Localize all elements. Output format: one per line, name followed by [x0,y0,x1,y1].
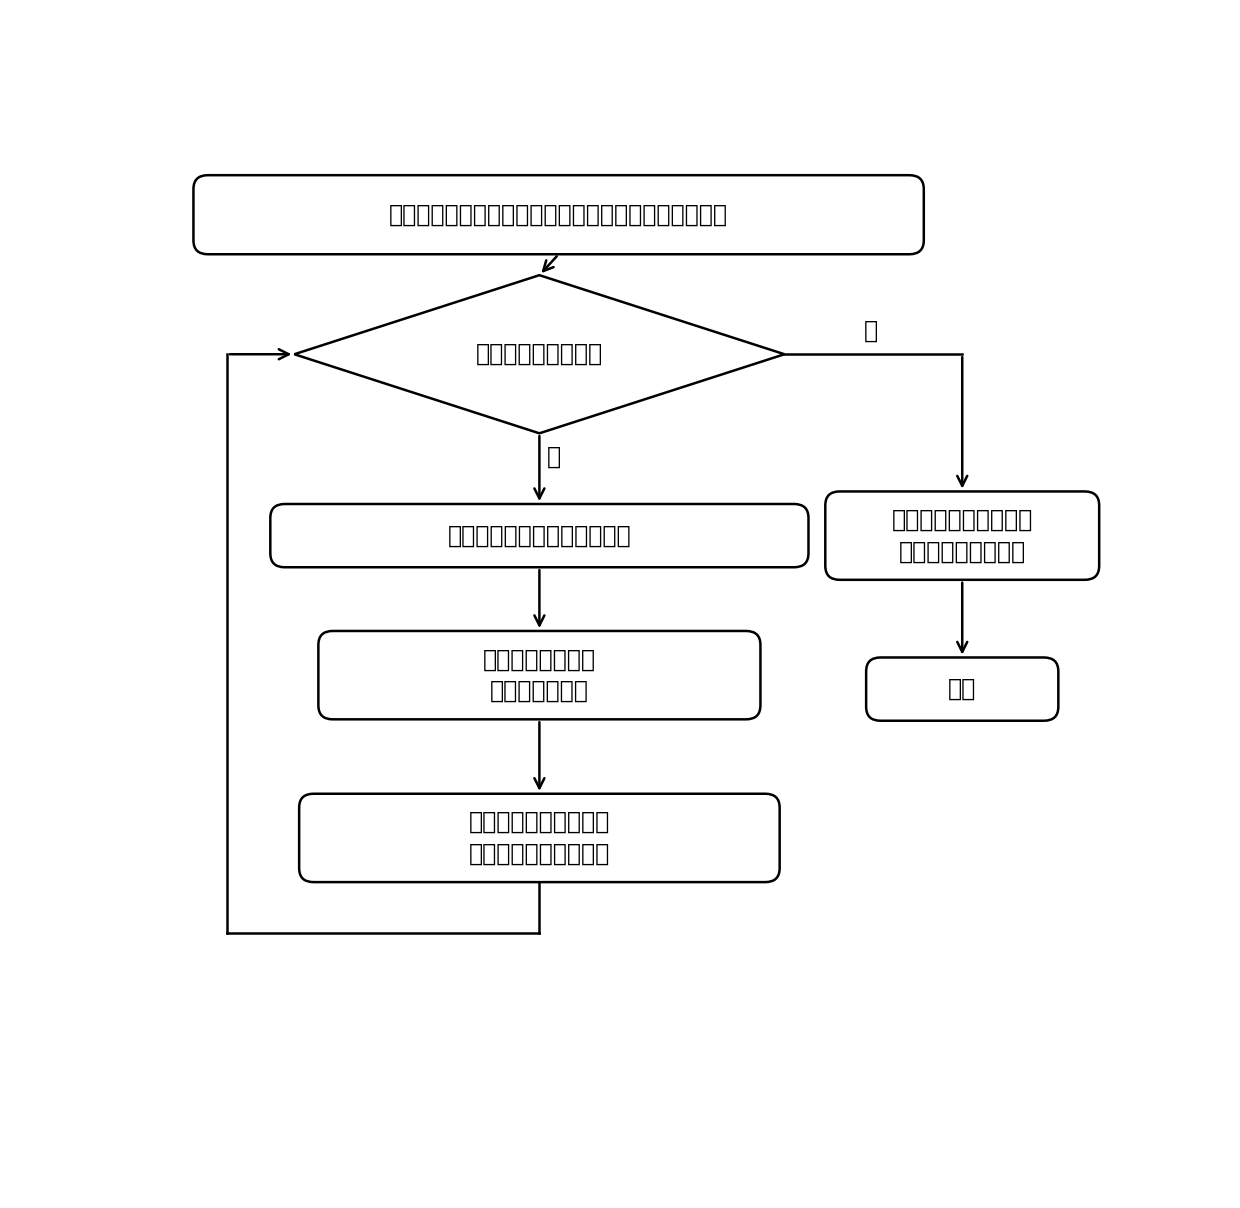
Text: 否: 否 [864,319,878,343]
Text: 标记当前成型板的输出时间点: 标记当前成型板的输出时间点 [448,523,631,547]
Text: 结束: 结束 [949,678,976,701]
Text: 每个整平板和成型板同
步上升下降实现放包: 每个整平板和成型板同 步上升下降实现放包 [892,507,1033,563]
FancyBboxPatch shape [270,504,808,568]
Text: 计算每个整平板的
上升下降时间点: 计算每个整平板的 上升下降时间点 [482,647,596,703]
FancyBboxPatch shape [866,657,1058,721]
Text: 成型板是否正常输出: 成型板是否正常输出 [476,342,603,366]
Text: 是: 是 [547,445,560,469]
FancyBboxPatch shape [299,794,780,882]
Polygon shape [294,275,785,434]
FancyBboxPatch shape [193,175,924,254]
FancyBboxPatch shape [826,492,1099,580]
Text: 每个整平板按照上升下
降时间点独立整平工作: 每个整平板按照上升下 降时间点独立整平工作 [469,811,610,866]
FancyBboxPatch shape [319,631,760,719]
Text: 建立成型台、处理系统和工作气缸之间的数据传输关系: 建立成型台、处理系统和工作气缸之间的数据传输关系 [389,203,728,227]
